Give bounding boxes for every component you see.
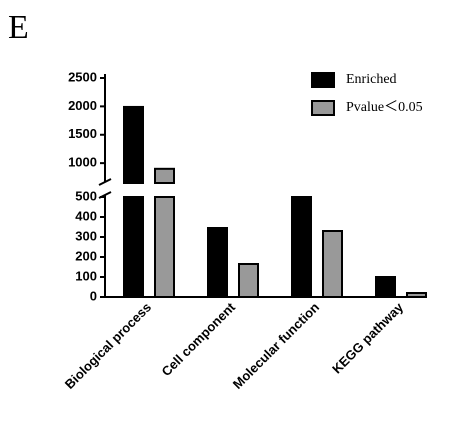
bar [322, 230, 343, 298]
x-tick-label: KEGG pathway [329, 299, 407, 377]
x-tick-label: Molecular function [230, 299, 322, 391]
break-mark [98, 178, 112, 186]
bar [123, 196, 144, 298]
y-tick-label: 400 [75, 208, 97, 223]
bar-upper [123, 105, 144, 184]
y-tick-label: 200 [75, 248, 97, 263]
y-tick-label: 2000 [68, 98, 97, 113]
legend-swatch [311, 100, 335, 116]
legend-label: Pvalue＜0.05 [346, 100, 423, 115]
bar-upper [154, 167, 175, 184]
bar [238, 263, 259, 298]
legend-label: Enriched [346, 72, 397, 87]
y-tick-label: 500 [75, 188, 97, 203]
bar [375, 276, 396, 298]
y-tick-label: 300 [75, 228, 97, 243]
y-tick-label: 100 [75, 268, 97, 283]
bar [406, 292, 427, 298]
y-tick-label: 1500 [68, 126, 97, 141]
bar [291, 196, 312, 298]
x-tick-label: Biological process [62, 300, 154, 392]
y-tick-label: 1000 [68, 155, 97, 170]
legend-swatch [311, 72, 335, 88]
bar [207, 227, 228, 298]
panel-label: E [8, 9, 29, 46]
x-tick-label: Cell component [159, 299, 239, 379]
y-tick-label: 0 [90, 288, 97, 303]
y-tick-label: 2500 [68, 69, 97, 84]
bar [154, 196, 175, 298]
